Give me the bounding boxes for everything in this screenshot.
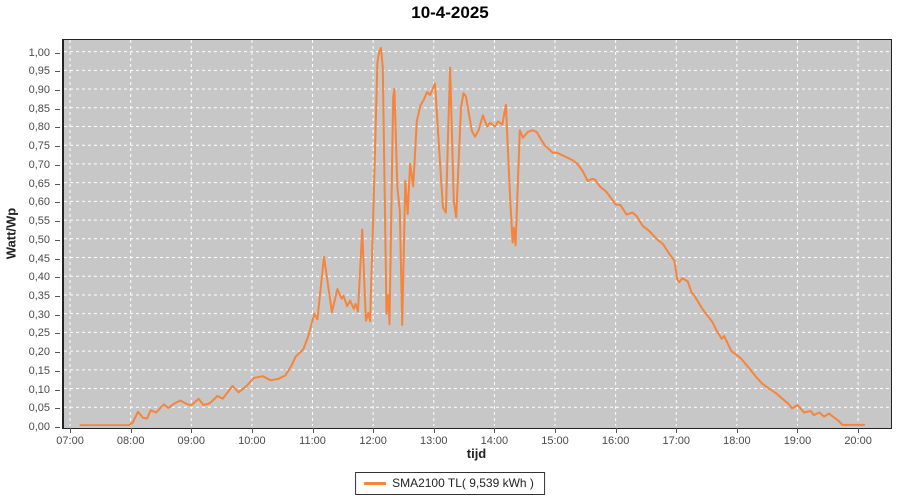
y-tick-label: 1,00 bbox=[28, 46, 50, 59]
x-tick-mark bbox=[676, 428, 678, 433]
y-tick-label: 0,95 bbox=[28, 65, 50, 78]
x-tick-label: 12:00 bbox=[359, 435, 387, 447]
y-tick-label: 0,35 bbox=[28, 289, 50, 302]
chart-title: 10-4-2025 bbox=[411, 3, 489, 22]
x-tick-mark bbox=[494, 428, 496, 433]
y-tick-mark bbox=[55, 277, 60, 279]
y-tick-mark bbox=[55, 52, 60, 54]
x-tick-label: 16:00 bbox=[601, 435, 630, 447]
plot-area bbox=[62, 39, 892, 429]
x-tick-label: 08:00 bbox=[116, 435, 145, 447]
x-tick-label: 09:00 bbox=[177, 435, 206, 447]
y-tick-label: 0,40 bbox=[28, 271, 50, 284]
x-tick-mark bbox=[858, 428, 860, 433]
y-tick-mark bbox=[55, 408, 60, 410]
x-tick-mark bbox=[615, 428, 617, 433]
y-tick-label: 0,05 bbox=[28, 402, 50, 415]
y-tick-mark bbox=[55, 146, 60, 148]
y-tick-label: 0,25 bbox=[28, 327, 50, 340]
x-axis: 07:00 08:00 09:00 10:00 11:00 12:00 13:00 14:00… bbox=[56, 428, 890, 450]
x-tick-label: 10:00 bbox=[238, 435, 266, 447]
y-tick-label: 0,65 bbox=[28, 177, 50, 190]
x-tick-label: 17:00 bbox=[662, 435, 690, 447]
y-tick-label: 0,30 bbox=[28, 308, 50, 321]
y-tick-label: 0,20 bbox=[28, 346, 50, 359]
x-tick-label: 19:00 bbox=[783, 435, 812, 447]
x-tick-mark bbox=[373, 428, 375, 433]
y-tick-mark bbox=[55, 221, 60, 223]
y-tick-label: 0,85 bbox=[28, 102, 50, 115]
x-tick-mark bbox=[797, 428, 799, 433]
y-tick-mark bbox=[55, 164, 60, 166]
x-tick-mark bbox=[191, 428, 193, 433]
y-tick-label: 0,80 bbox=[28, 121, 50, 134]
y-tick-mark bbox=[55, 108, 60, 110]
y-tick-label: 0,10 bbox=[28, 383, 50, 396]
y-tick-mark bbox=[55, 71, 60, 73]
plot-canvas bbox=[64, 40, 889, 426]
y-tick-mark bbox=[55, 202, 60, 204]
x-tick-mark bbox=[312, 428, 314, 433]
x-tick-label: 14:00 bbox=[480, 435, 509, 447]
y-tick-label: 0,45 bbox=[28, 252, 50, 265]
x-tick-mark bbox=[433, 428, 435, 433]
x-tick-label: 15:00 bbox=[541, 435, 569, 447]
y-tick-mark bbox=[55, 127, 60, 129]
y-tick-label: 0,00 bbox=[28, 421, 50, 433]
x-tick-label: 20:00 bbox=[844, 435, 872, 447]
x-tick-label: 13:00 bbox=[419, 435, 448, 447]
series-line bbox=[79, 46, 866, 426]
x-tick-label: 18:00 bbox=[723, 435, 751, 447]
y-tick-label: 0,50 bbox=[28, 233, 50, 246]
y-tick-label: 0,15 bbox=[28, 364, 50, 377]
x-tick-label: 07:00 bbox=[56, 435, 84, 447]
x-axis-title: tijd bbox=[466, 446, 487, 461]
legend-line-swatch bbox=[364, 481, 387, 485]
y-tick-mark bbox=[55, 239, 60, 241]
y-tick-mark bbox=[55, 333, 60, 335]
legend-label: SMA2100 TL( 9,539 kWh ) bbox=[392, 476, 534, 490]
y-tick-mark bbox=[55, 314, 60, 316]
y-tick-mark bbox=[55, 352, 60, 354]
y-tick-mark bbox=[55, 295, 60, 297]
y-tick-label: 0,70 bbox=[28, 158, 50, 171]
x-tick-label: 11:00 bbox=[299, 435, 326, 447]
x-tick-mark bbox=[251, 428, 253, 433]
x-tick-mark bbox=[70, 428, 72, 433]
y-tick-label: 0,90 bbox=[28, 84, 50, 97]
y-tick-mark bbox=[55, 258, 60, 260]
legend: SMA2100 TL( 9,539 kWh ) bbox=[355, 472, 545, 495]
y-tick-mark bbox=[55, 370, 60, 372]
y-axis: 0,00 0,05 0,10 0,15 0,20 0,25 0,30 0,35 0,40 0,45… bbox=[0, 40, 62, 433]
y-tick-mark bbox=[55, 389, 60, 391]
x-tick-mark bbox=[736, 428, 738, 433]
y-tick-mark bbox=[55, 427, 60, 428]
y-tick-label: 0,60 bbox=[28, 196, 50, 209]
y-tick-label: 0,75 bbox=[28, 140, 50, 153]
y-tick-label: 0,55 bbox=[28, 215, 50, 228]
y-tick-mark bbox=[55, 90, 60, 92]
y-tick-mark bbox=[55, 183, 60, 185]
x-tick-mark bbox=[554, 428, 556, 433]
x-tick-mark bbox=[130, 428, 132, 433]
